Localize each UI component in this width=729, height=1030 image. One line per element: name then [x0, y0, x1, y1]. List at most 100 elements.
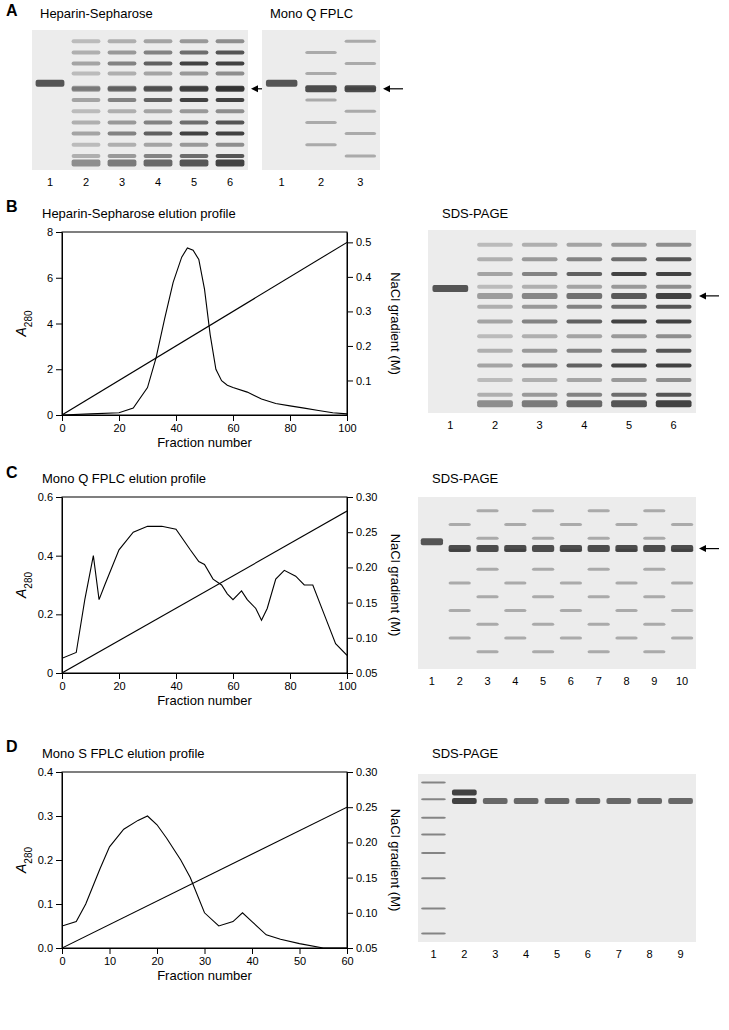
- gel-band: [611, 349, 647, 353]
- gel-band: [180, 109, 209, 113]
- y2-axis-tick-label: 0.2: [356, 340, 371, 352]
- x-axis-tick-label: 0: [59, 680, 65, 692]
- x-axis-tick-mark: [347, 415, 348, 421]
- y-axis-tick-label: 0: [47, 667, 53, 679]
- x-axis-line: [63, 673, 348, 674]
- x-axis-tick-label: 100: [338, 680, 356, 692]
- panel-label: A: [6, 2, 18, 19]
- gel-band: [144, 154, 173, 158]
- gel-band: [452, 798, 477, 804]
- x-axis-tick-mark: [252, 948, 253, 954]
- y2-axis-tick-label: 0.20: [356, 561, 377, 573]
- gel-title: Heparin-Sepharose: [40, 6, 153, 21]
- lane-label: 4: [155, 176, 161, 188]
- gel-band: [566, 285, 602, 289]
- lane-label: 7: [596, 675, 602, 687]
- gel-band: [144, 109, 173, 113]
- x-axis-tick-mark: [110, 948, 111, 954]
- y-axis-tick-mark: [56, 816, 62, 817]
- chart-title: Mono S FPLC elution profile: [42, 746, 205, 761]
- gel-band: [449, 582, 471, 585]
- gel-band: [637, 798, 662, 804]
- gel-band: [144, 86, 173, 92]
- gel-band: [477, 243, 513, 247]
- lane-label: 1: [430, 948, 436, 960]
- panel-label: C: [6, 464, 18, 481]
- lane-label: 7: [616, 948, 622, 960]
- gel-band: [72, 71, 101, 75]
- y2-axis-tick-label: 0.4: [356, 271, 371, 283]
- gel-band: [611, 285, 647, 289]
- gel-band: [72, 143, 101, 147]
- gel-band: [421, 907, 446, 909]
- gel-band: [504, 637, 526, 640]
- gel-band: [144, 98, 173, 102]
- gel-band: [566, 393, 602, 397]
- y-axis-tick: 0.3: [38, 810, 62, 822]
- arrow-head: [699, 292, 706, 299]
- gel-band: [216, 86, 245, 92]
- gel-band: [345, 132, 376, 135]
- gel-band: [72, 132, 101, 136]
- lane-label: 9: [677, 948, 683, 960]
- gel-band: [180, 120, 209, 124]
- gel-band: [611, 293, 647, 299]
- gel-band: [611, 320, 647, 324]
- gel-band: [180, 71, 209, 75]
- y2-axis-tick-mark: [347, 638, 353, 639]
- y2-axis-tick-label: 0.15: [356, 597, 377, 609]
- gel-band: [566, 320, 602, 324]
- x-axis-tick-label: 60: [227, 680, 239, 692]
- gel-band: [560, 582, 582, 585]
- absorbance-line: [62, 248, 347, 415]
- gel-band: [522, 363, 558, 367]
- plot-area: [62, 511, 347, 673]
- gel-band: [522, 285, 558, 289]
- gel-band: [421, 833, 446, 835]
- x-axis-tick-mark: [205, 948, 206, 954]
- lane-label: 2: [83, 176, 89, 188]
- gel-band: [476, 595, 498, 598]
- gel-band: [477, 272, 513, 276]
- gel-background: [32, 30, 248, 170]
- gel-band: [668, 798, 693, 804]
- y2-axis-tick-mark: [347, 842, 353, 843]
- x-axis-tick-mark: [176, 415, 177, 421]
- gel-band: [643, 568, 665, 571]
- x-axis-tick: 0: [59, 948, 65, 967]
- y2-axis-tick-mark: [347, 277, 353, 278]
- x-axis-tick: 30: [199, 948, 211, 967]
- y-axis-tick-mark: [56, 673, 62, 674]
- gel-band: [476, 537, 498, 540]
- y2-axis-tick-mark: [347, 878, 353, 879]
- gel: Heparin-Sepharose123456: [32, 6, 271, 188]
- y2-axis-title: NaCl gradient (M): [388, 272, 403, 375]
- gel-band: [477, 305, 513, 309]
- y-axis-tick: 0.6: [38, 491, 62, 503]
- y-axis-tick-label: 0.2: [38, 854, 53, 866]
- gel-background: [418, 774, 696, 942]
- x-axis-title: Fraction number: [157, 968, 252, 983]
- gel-band: [483, 798, 508, 804]
- gel-band: [615, 609, 637, 612]
- y-axis-tick-label: 0.6: [38, 491, 53, 503]
- gel-background: [262, 30, 380, 170]
- lane-label: 1: [447, 419, 453, 431]
- y2-axis-tick-mark: [347, 807, 353, 808]
- gel-band: [477, 349, 513, 353]
- x-axis-tick-label: 40: [170, 680, 182, 692]
- gel-band: [216, 98, 245, 102]
- y2-axis-tick: 0.1: [347, 374, 371, 386]
- lane-label: 4: [581, 419, 587, 431]
- y2-axis: 0.050.100.150.200.250.30: [347, 491, 377, 679]
- y-axis-tick-label: 0.0: [38, 942, 53, 954]
- arrow-head: [383, 85, 390, 92]
- gel-band: [216, 50, 245, 54]
- panel-label: D: [6, 738, 18, 755]
- gel-band: [532, 623, 554, 626]
- x-axis: 020406080100: [59, 673, 356, 692]
- y-axis: 0.00.10.20.30.4: [38, 766, 63, 954]
- gel-band: [504, 609, 526, 612]
- gel-band: [266, 80, 297, 87]
- gel-band: [532, 595, 554, 598]
